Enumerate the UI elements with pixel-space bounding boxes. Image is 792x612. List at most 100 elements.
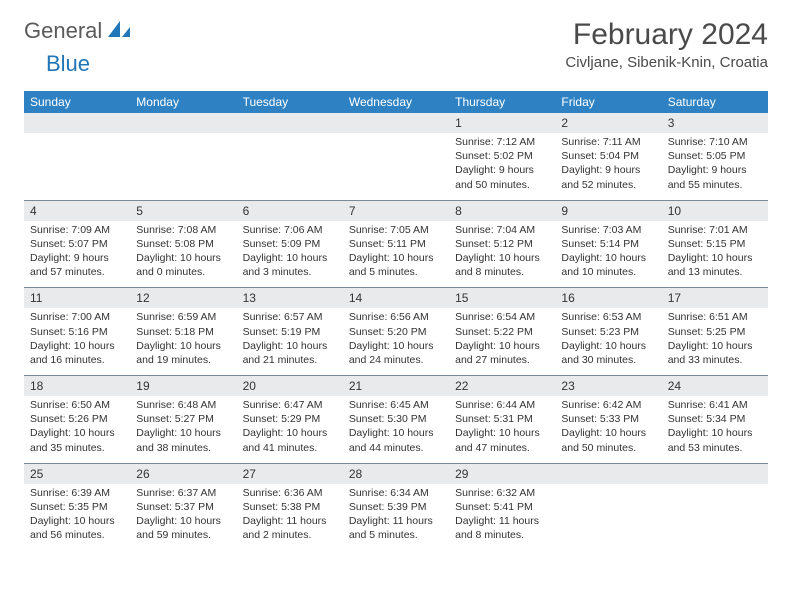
sunset-line: Sunset: 5:39 PM <box>349 500 443 514</box>
day-info-cell <box>343 133 449 200</box>
sunset-line: Sunset: 5:09 PM <box>243 237 337 251</box>
day-number-cell: 27 <box>237 463 343 484</box>
day-info-cell: Sunrise: 7:10 AMSunset: 5:05 PMDaylight:… <box>662 133 768 200</box>
sunset-line: Sunset: 5:11 PM <box>349 237 443 251</box>
sunset-line: Sunset: 5:12 PM <box>455 237 549 251</box>
month-title: February 2024 <box>565 18 768 52</box>
daylight-line: Daylight: 10 hours and 41 minutes. <box>243 426 337 454</box>
day-number-cell: 16 <box>555 288 661 309</box>
sunrise-line: Sunrise: 7:11 AM <box>561 135 655 149</box>
daylight-line: Daylight: 10 hours and 8 minutes. <box>455 251 549 279</box>
day-info-cell: Sunrise: 6:44 AMSunset: 5:31 PMDaylight:… <box>449 396 555 463</box>
daylight-line: Daylight: 10 hours and 3 minutes. <box>243 251 337 279</box>
day-info-row: Sunrise: 6:39 AMSunset: 5:35 PMDaylight:… <box>24 484 768 551</box>
day-number-cell: 2 <box>555 113 661 133</box>
day-info-cell: Sunrise: 6:41 AMSunset: 5:34 PMDaylight:… <box>662 396 768 463</box>
daylight-line: Daylight: 10 hours and 13 minutes. <box>668 251 762 279</box>
sunset-line: Sunset: 5:05 PM <box>668 149 762 163</box>
day-info-cell: Sunrise: 7:03 AMSunset: 5:14 PMDaylight:… <box>555 221 661 288</box>
sunset-line: Sunset: 5:16 PM <box>30 325 124 339</box>
day-number-cell: 26 <box>130 463 236 484</box>
sunrise-line: Sunrise: 7:01 AM <box>668 223 762 237</box>
day-info-cell: Sunrise: 7:05 AMSunset: 5:11 PMDaylight:… <box>343 221 449 288</box>
sunset-line: Sunset: 5:23 PM <box>561 325 655 339</box>
daylight-line: Daylight: 10 hours and 0 minutes. <box>136 251 230 279</box>
daylight-line: Daylight: 11 hours and 8 minutes. <box>455 514 549 542</box>
sunrise-line: Sunrise: 6:59 AM <box>136 310 230 324</box>
sunrise-line: Sunrise: 6:50 AM <box>30 398 124 412</box>
day-info-cell: Sunrise: 7:00 AMSunset: 5:16 PMDaylight:… <box>24 308 130 375</box>
day-header: Thursday <box>449 91 555 113</box>
day-info-cell: Sunrise: 7:11 AMSunset: 5:04 PMDaylight:… <box>555 133 661 200</box>
day-number-cell: 24 <box>662 376 768 397</box>
daylight-line: Daylight: 10 hours and 59 minutes. <box>136 514 230 542</box>
sunrise-line: Sunrise: 6:47 AM <box>243 398 337 412</box>
sunset-line: Sunset: 5:26 PM <box>30 412 124 426</box>
day-info-cell <box>555 484 661 551</box>
day-info-cell: Sunrise: 6:51 AMSunset: 5:25 PMDaylight:… <box>662 308 768 375</box>
sunset-line: Sunset: 5:30 PM <box>349 412 443 426</box>
daylight-line: Daylight: 10 hours and 53 minutes. <box>668 426 762 454</box>
day-number-cell: 7 <box>343 200 449 221</box>
sunrise-line: Sunrise: 7:04 AM <box>455 223 549 237</box>
day-header: Saturday <box>662 91 768 113</box>
sunrise-line: Sunrise: 6:51 AM <box>668 310 762 324</box>
daylight-line: Daylight: 9 hours and 50 minutes. <box>455 163 549 191</box>
day-number-cell <box>237 113 343 133</box>
sunset-line: Sunset: 5:37 PM <box>136 500 230 514</box>
day-number-cell <box>24 113 130 133</box>
day-number-cell: 28 <box>343 463 449 484</box>
sunset-line: Sunset: 5:31 PM <box>455 412 549 426</box>
daylight-line: Daylight: 10 hours and 33 minutes. <box>668 339 762 367</box>
daylight-line: Daylight: 10 hours and 56 minutes. <box>30 514 124 542</box>
day-info-cell: Sunrise: 6:48 AMSunset: 5:27 PMDaylight:… <box>130 396 236 463</box>
day-number-cell <box>555 463 661 484</box>
day-number-row: 18192021222324 <box>24 376 768 397</box>
day-info-cell: Sunrise: 6:50 AMSunset: 5:26 PMDaylight:… <box>24 396 130 463</box>
day-info-cell: Sunrise: 6:53 AMSunset: 5:23 PMDaylight:… <box>555 308 661 375</box>
daylight-line: Daylight: 11 hours and 5 minutes. <box>349 514 443 542</box>
sunrise-line: Sunrise: 6:48 AM <box>136 398 230 412</box>
daylight-line: Daylight: 10 hours and 10 minutes. <box>561 251 655 279</box>
day-info-cell <box>24 133 130 200</box>
day-number-cell: 14 <box>343 288 449 309</box>
sunrise-line: Sunrise: 6:41 AM <box>668 398 762 412</box>
sunset-line: Sunset: 5:29 PM <box>243 412 337 426</box>
daylight-line: Daylight: 10 hours and 21 minutes. <box>243 339 337 367</box>
day-header: Friday <box>555 91 661 113</box>
day-info-cell: Sunrise: 7:09 AMSunset: 5:07 PMDaylight:… <box>24 221 130 288</box>
day-header-row: SundayMondayTuesdayWednesdayThursdayFrid… <box>24 91 768 113</box>
sunset-line: Sunset: 5:14 PM <box>561 237 655 251</box>
sunset-line: Sunset: 5:15 PM <box>668 237 762 251</box>
day-number-cell: 23 <box>555 376 661 397</box>
day-number-cell: 20 <box>237 376 343 397</box>
day-info-cell <box>662 484 768 551</box>
day-number-cell: 1 <box>449 113 555 133</box>
day-info-cell: Sunrise: 6:32 AMSunset: 5:41 PMDaylight:… <box>449 484 555 551</box>
day-number-cell: 22 <box>449 376 555 397</box>
sunrise-line: Sunrise: 6:53 AM <box>561 310 655 324</box>
day-number-cell: 12 <box>130 288 236 309</box>
daylight-line: Daylight: 10 hours and 35 minutes. <box>30 426 124 454</box>
day-info-cell: Sunrise: 6:56 AMSunset: 5:20 PMDaylight:… <box>343 308 449 375</box>
day-header: Monday <box>130 91 236 113</box>
daylight-line: Daylight: 10 hours and 24 minutes. <box>349 339 443 367</box>
daylight-line: Daylight: 10 hours and 19 minutes. <box>136 339 230 367</box>
title-block: February 2024 Civljane, Sibenik-Knin, Cr… <box>565 18 768 71</box>
day-info-row: Sunrise: 7:12 AMSunset: 5:02 PMDaylight:… <box>24 133 768 200</box>
sunset-line: Sunset: 5:18 PM <box>136 325 230 339</box>
sunset-line: Sunset: 5:20 PM <box>349 325 443 339</box>
sunset-line: Sunset: 5:19 PM <box>243 325 337 339</box>
day-number-cell: 5 <box>130 200 236 221</box>
day-info-cell: Sunrise: 7:04 AMSunset: 5:12 PMDaylight:… <box>449 221 555 288</box>
logo-sail-icon <box>106 19 132 44</box>
day-info-cell: Sunrise: 7:08 AMSunset: 5:08 PMDaylight:… <box>130 221 236 288</box>
sunrise-line: Sunrise: 6:36 AM <box>243 486 337 500</box>
daylight-line: Daylight: 10 hours and 38 minutes. <box>136 426 230 454</box>
calendar-table: SundayMondayTuesdayWednesdayThursdayFrid… <box>24 91 768 550</box>
day-number-cell: 15 <box>449 288 555 309</box>
sunrise-line: Sunrise: 7:10 AM <box>668 135 762 149</box>
day-number-row: 45678910 <box>24 200 768 221</box>
daylight-line: Daylight: 10 hours and 30 minutes. <box>561 339 655 367</box>
daylight-line: Daylight: 10 hours and 27 minutes. <box>455 339 549 367</box>
